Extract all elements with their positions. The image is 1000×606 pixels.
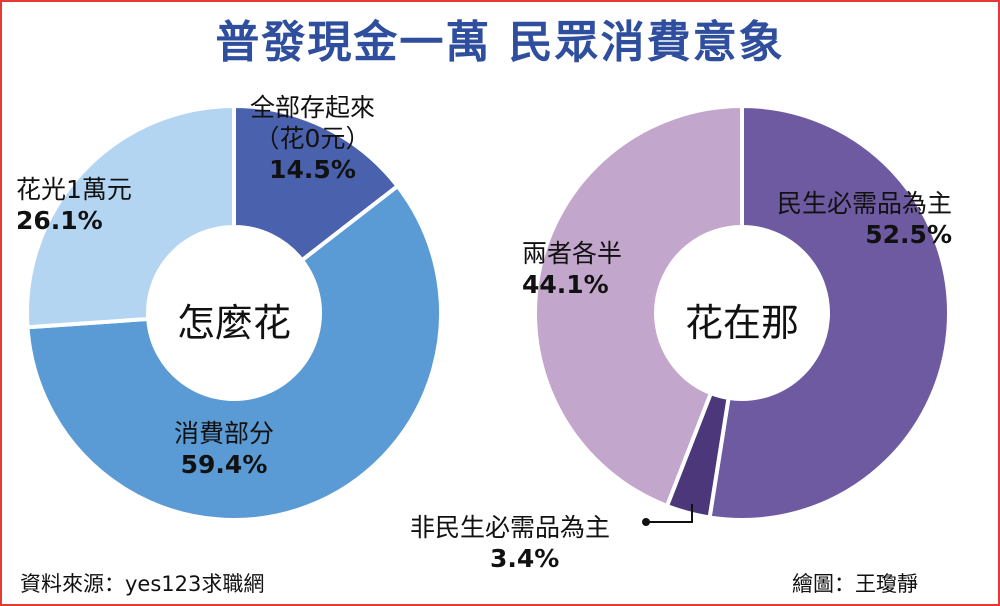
slice-label-non-necessities: 非民生必需品為主 3.4% (410, 512, 610, 574)
slice-name-necessities: 民生必需品為主 (776, 189, 952, 218)
slice-name-non-necessities: 非民生必需品為主 (410, 513, 611, 542)
slice-sublabel-save-all: （花0元） (254, 124, 371, 153)
leader-line-non-necessities (646, 504, 693, 523)
slice-value-necessities: 52.5% (865, 220, 952, 249)
slice-name-save-all: 全部存起來 (250, 93, 376, 122)
slice-value-spend-part: 59.4% (180, 450, 268, 479)
slice-label-spend-part: 消費部分 59.4% (174, 418, 274, 480)
left-chart-center-title: 怎麼花 (176, 301, 291, 345)
slice-label-save-all: 全部存起來 （花0元） 14.5% (250, 92, 375, 185)
left-donut-center (148, 227, 320, 399)
left-donut-slice-2 (25, 103, 236, 330)
slice-label-necessities: 民生必需品為主 52.5% (770, 188, 952, 250)
slice-value-save-all: 14.5% (269, 155, 356, 184)
slice-label-half: 兩者各半 44.1% (522, 238, 622, 300)
slice-value-spend-all: 26.1% (16, 206, 103, 235)
credit-note: 繪圖：王瓊靜 (792, 572, 918, 596)
slice-name-half: 兩者各半 (522, 239, 623, 268)
main-title: 普發現金一萬 民眾消費意象 (215, 17, 785, 68)
source-note: 資料來源：yes123求職網 (20, 572, 265, 596)
slice-name-spend-all: 花光1萬元 (16, 175, 132, 204)
right-donut-center (656, 227, 828, 399)
slice-name-spend-part: 消費部分 (174, 419, 275, 448)
right-chart-center-title: 花在那 (684, 301, 799, 345)
leader-dot-non-necessities (642, 518, 650, 526)
slice-label-spend-all: 花光1萬元 26.1% (16, 174, 132, 236)
slice-value-non-necessities: 3.4% (490, 544, 560, 573)
slice-value-half: 44.1% (522, 270, 609, 299)
